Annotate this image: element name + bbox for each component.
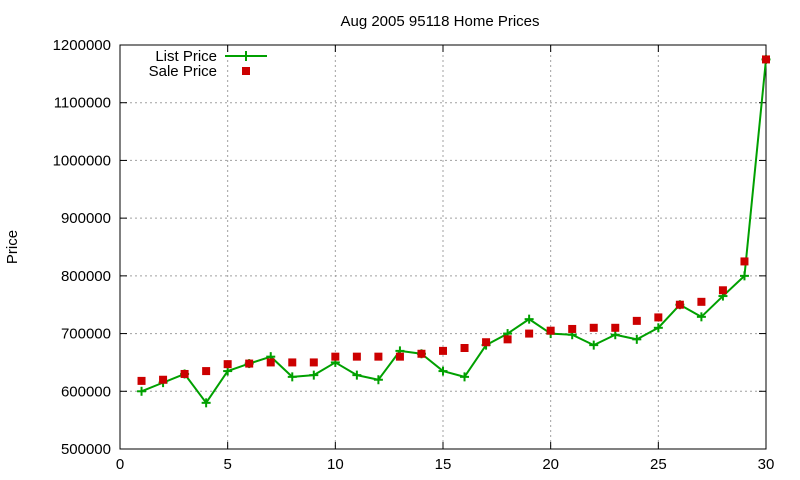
list-price-point — [653, 323, 663, 333]
list-price-point — [524, 314, 534, 324]
sale-price-point — [309, 358, 318, 367]
list-price-point — [201, 398, 211, 408]
y-tick-label: 1200000 — [53, 37, 111, 54]
sale-price-point — [460, 344, 469, 352]
sale-price-point — [180, 369, 189, 378]
sale-price-point — [611, 323, 620, 332]
sale-price-point — [482, 338, 491, 347]
y-tick-label: 500000 — [61, 441, 111, 458]
x-tick-label: 30 — [758, 456, 775, 473]
chart-title: Aug 2005 95118 Home Prices — [340, 13, 539, 30]
list-price-point — [589, 340, 599, 350]
list-price-point — [632, 334, 642, 344]
list-price-point — [373, 375, 383, 385]
list-price-point — [739, 271, 749, 281]
sale-price-point — [632, 316, 641, 325]
sale-price-point — [417, 349, 426, 358]
sale-price-point — [266, 358, 275, 367]
sale-price-point — [762, 55, 770, 64]
y-tick-label: 800000 — [61, 268, 111, 285]
sale-price-point — [503, 335, 512, 344]
grid — [120, 45, 766, 449]
sale-price-point — [331, 352, 340, 361]
list-price-point — [696, 312, 706, 322]
series-sale-price — [137, 55, 770, 385]
sale-price-point — [654, 313, 663, 322]
sale-price-point — [589, 323, 598, 332]
legend-marker-list-price — [241, 51, 251, 61]
x-tick-label: 0 — [116, 456, 124, 473]
y-tick-label: 700000 — [61, 326, 111, 343]
x-tick-label: 15 — [435, 456, 452, 473]
x-tick-label: 10 — [327, 456, 344, 473]
sale-price-point — [374, 352, 383, 361]
list-price-point — [438, 366, 448, 376]
sale-price-point — [675, 300, 684, 309]
tick-labels: 500000 600000 700000 800000 900000 1000000 110… — [53, 37, 775, 473]
list-price-point — [460, 372, 470, 382]
legend-marker-sale-price — [242, 67, 250, 75]
sale-price-point — [137, 376, 146, 385]
legend-label-list-price: List Price — [155, 48, 217, 65]
sale-price-point — [525, 329, 534, 338]
sale-price-point — [439, 346, 447, 355]
ticks — [119, 44, 767, 450]
sale-price-point — [159, 375, 168, 384]
sale-price-point — [718, 286, 727, 295]
list-price-point — [352, 370, 362, 380]
y-tick-label: 1100000 — [54, 95, 111, 112]
y-axis-label: Price — [4, 230, 21, 264]
sale-price-point — [395, 352, 404, 361]
sale-price-point — [223, 360, 232, 369]
list-price-point — [309, 370, 319, 380]
sale-price-point — [245, 359, 254, 368]
x-tick-label: 5 — [223, 456, 231, 473]
y-tick-label: 1000000 — [53, 152, 111, 169]
legend: List Price Sale Price — [149, 48, 267, 80]
legend-label-sale-price: Sale Price — [149, 63, 217, 80]
sale-price-point — [740, 257, 749, 266]
sale-price-point — [288, 358, 297, 367]
sale-price-point — [202, 367, 211, 376]
series-list-price — [137, 54, 771, 408]
list-price-line — [141, 59, 767, 404]
sale-price-point — [568, 324, 577, 333]
x-tick-label: 20 — [542, 456, 559, 473]
sale-price-point — [352, 352, 361, 361]
sale-price-point — [697, 297, 706, 306]
list-price-point — [287, 372, 297, 382]
y-tick-label: 900000 — [61, 210, 111, 227]
x-tick-label: 25 — [650, 456, 667, 473]
list-price-point — [137, 386, 147, 396]
sale-price-point — [546, 326, 555, 335]
y-tick-label: 600000 — [61, 383, 111, 400]
